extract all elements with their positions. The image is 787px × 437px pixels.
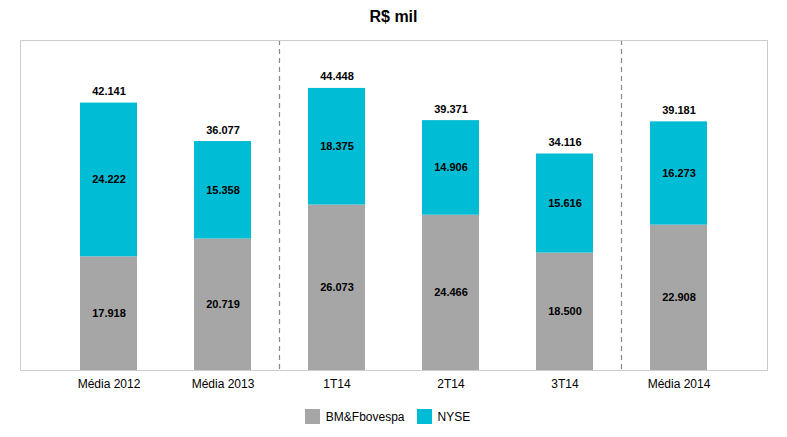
svg-text:18.375: 18.375 bbox=[320, 140, 354, 152]
svg-text:14.906: 14.906 bbox=[434, 161, 468, 173]
html-text:NYSE: NYSE bbox=[437, 409, 471, 424]
svg-text:34.116: 34.116 bbox=[548, 136, 581, 148]
svg-text:36.077: 36.077 bbox=[206, 124, 240, 136]
svg-text:22.908: 22.908 bbox=[662, 291, 696, 303]
svg-text:44.448: 44.448 bbox=[320, 70, 354, 82]
svg-text:Média 2014: Média 2014 bbox=[648, 377, 711, 391]
svg-text:39.181: 39.181 bbox=[662, 104, 696, 116]
svg-text:18.500: 18.500 bbox=[548, 305, 582, 317]
svg-text:17.918: 17.918 bbox=[92, 307, 126, 319]
svg-text:1T14: 1T14 bbox=[323, 377, 351, 391]
html-text:R$ mil: R$ mil bbox=[369, 8, 418, 25]
svg-text:15.358: 15.358 bbox=[206, 184, 240, 196]
svg-text:39.371: 39.371 bbox=[434, 103, 468, 115]
svg-text:24.222: 24.222 bbox=[92, 173, 126, 185]
svg-text:20.719: 20.719 bbox=[206, 298, 240, 310]
html-text:BM&Fbovespa: BM&Fbovespa bbox=[325, 409, 405, 424]
svg-text:Média 2012: Média 2012 bbox=[78, 377, 141, 391]
svg-text:15.616: 15.616 bbox=[548, 197, 582, 209]
svg-text:Média 2013: Média 2013 bbox=[192, 377, 255, 391]
svg-text:24.466: 24.466 bbox=[434, 286, 468, 298]
svg-text:26.073: 26.073 bbox=[320, 281, 354, 293]
svg-text:2T14: 2T14 bbox=[437, 377, 465, 391]
svg-text:42.141: 42.141 bbox=[92, 85, 126, 97]
svg-text:16.273: 16.273 bbox=[662, 167, 696, 179]
svg-text:3T14: 3T14 bbox=[551, 377, 579, 391]
